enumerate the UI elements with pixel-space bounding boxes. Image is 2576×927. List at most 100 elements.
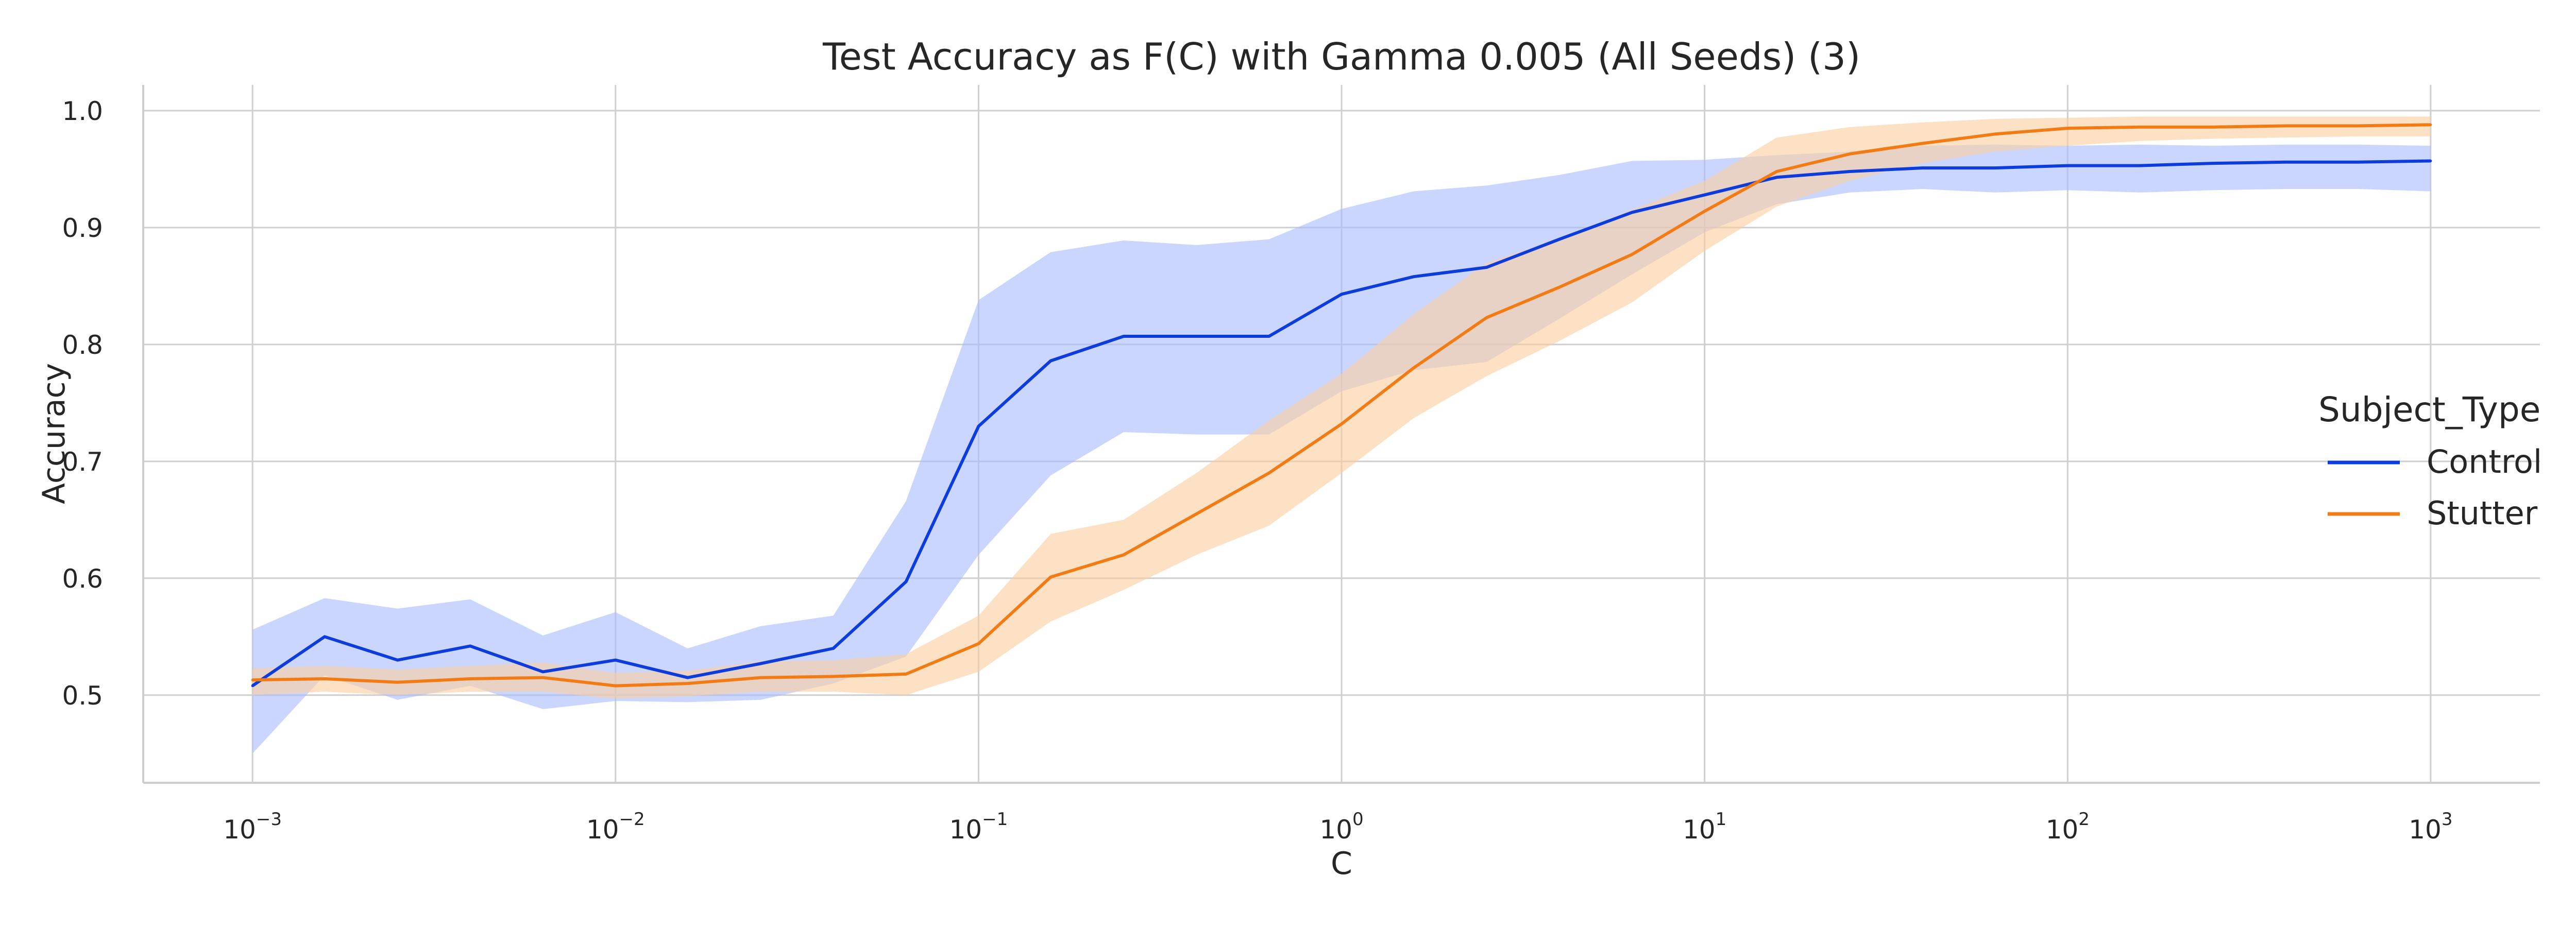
x-tick-exponent: −2 (619, 809, 645, 830)
point-stutter (1122, 553, 1125, 556)
point-control (1412, 275, 1415, 278)
point-control (1122, 335, 1125, 338)
legend-title: Subject_Type (2318, 390, 2540, 430)
point-stutter (1195, 512, 1198, 516)
point-stutter (469, 677, 472, 680)
point-stutter (686, 682, 689, 685)
point-stutter (251, 678, 254, 681)
point-stutter (1558, 286, 1561, 289)
point-stutter (396, 681, 399, 684)
point-stutter (832, 675, 835, 678)
point-stutter (2284, 124, 2287, 127)
point-control (1631, 211, 1634, 214)
x-tick-label: 102 (2046, 809, 2090, 845)
y-tick-label: 0.7 (62, 447, 103, 477)
point-control (977, 425, 980, 428)
y-tick-label: 0.8 (62, 330, 103, 360)
point-stutter (905, 673, 907, 676)
point-stutter (323, 677, 326, 680)
band-stutter (252, 116, 2431, 699)
axes-spines (142, 85, 2540, 784)
point-stutter (2066, 127, 2069, 130)
x-tick-exponent: 2 (2078, 809, 2090, 830)
point-stutter (1703, 210, 1706, 213)
x-tick-label: 100 (1319, 809, 1363, 845)
x-tick-base: 10 (2046, 815, 2079, 845)
point-control (2138, 164, 2141, 167)
point-stutter (2429, 123, 2432, 126)
x-tick-exponent: 1 (1716, 809, 1727, 830)
point-control (1558, 238, 1561, 241)
x-tick-label: 103 (2409, 809, 2452, 845)
x-tick-label: 10−1 (949, 809, 1008, 845)
point-control (2211, 162, 2214, 165)
y-tick-label: 1.0 (62, 96, 103, 126)
point-control (2429, 160, 2432, 162)
x-tick-labels: 10−3 10−2 10−1 100 101 102 103 (223, 809, 2452, 845)
x-tick-exponent: 0 (1352, 809, 1364, 830)
y-tick-labels: 0.5 0.6 0.7 0.8 0.9 1.0 (62, 96, 103, 711)
point-stutter (2357, 124, 2360, 127)
band-control (252, 144, 2431, 754)
legend-label-control: Control (2427, 443, 2542, 480)
x-tick-base: 10 (1683, 815, 1716, 845)
point-control (614, 659, 617, 662)
point-control (1848, 170, 1851, 173)
point-stutter (1267, 472, 1270, 474)
y-tick-label: 0.5 (62, 681, 103, 711)
point-control (686, 676, 689, 679)
legend-label-stutter: Stutter (2427, 494, 2538, 532)
x-tick-label: 10−2 (586, 809, 645, 845)
x-tick-base: 10 (949, 815, 982, 845)
x-tick-label: 10−3 (223, 809, 282, 845)
point-control (905, 580, 907, 583)
y-tick-label: 0.6 (62, 564, 103, 594)
point-control (1195, 335, 1198, 338)
point-control (2066, 164, 2069, 167)
x-tick-exponent: 3 (2442, 809, 2453, 830)
grid (143, 85, 2540, 783)
point-control (2284, 161, 2287, 164)
point-stutter (2211, 126, 2214, 129)
point-stutter (1412, 366, 1415, 369)
x-tick-exponent: −1 (982, 809, 1008, 830)
point-control (1049, 359, 1052, 363)
chart-title: Test Accuracy as F(C) with Gamma 0.005 (… (822, 35, 1860, 78)
x-tick-exponent: −3 (256, 809, 282, 830)
point-control (251, 684, 254, 688)
point-control (1340, 293, 1343, 296)
point-stutter (614, 684, 617, 688)
point-stutter (2138, 126, 2141, 129)
point-control (1703, 193, 1706, 196)
y-axis-label: Accuracy (36, 363, 72, 504)
point-stutter (759, 676, 762, 679)
point-control (1921, 166, 1924, 169)
legend: Subject_Type Control Stutter (2318, 390, 2542, 532)
point-stutter (1340, 422, 1343, 425)
x-tick-base: 10 (1319, 815, 1352, 845)
point-stutter (1631, 253, 1634, 256)
point-stutter (1993, 132, 1996, 135)
point-control (1775, 176, 1778, 179)
point-stutter (977, 642, 980, 645)
point-control (541, 670, 545, 673)
point-control (759, 662, 762, 665)
point-control (832, 647, 835, 650)
x-tick-base: 10 (2409, 815, 2442, 845)
point-stutter (1775, 170, 1778, 173)
x-tick-label: 101 (1683, 809, 1726, 845)
point-control (2357, 161, 2360, 164)
point-stutter (1049, 576, 1052, 578)
point-stutter (1485, 316, 1488, 319)
point-control (1485, 266, 1488, 269)
point-control (323, 635, 326, 638)
series-lines (251, 123, 2432, 688)
x-axis-label: C (1331, 846, 1352, 882)
point-stutter (1848, 152, 1851, 156)
point-control (1993, 166, 1996, 169)
x-tick-base: 10 (223, 815, 256, 845)
y-tick-label: 0.9 (62, 213, 103, 243)
x-tick-base: 10 (586, 815, 619, 845)
confidence-bands (252, 116, 2431, 754)
